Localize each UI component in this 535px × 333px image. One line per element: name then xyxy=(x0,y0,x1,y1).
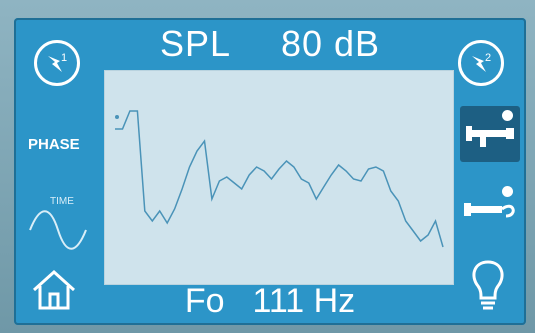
channel-2-button[interactable]: 2 xyxy=(458,40,504,86)
waveform-line xyxy=(115,110,444,248)
probe-1-icon xyxy=(466,126,514,147)
fo-label: Fo xyxy=(184,281,225,320)
spl-value: 80 dB xyxy=(280,23,381,64)
light-bulb-button[interactable] xyxy=(466,258,510,319)
probe-2-button[interactable] xyxy=(460,186,520,230)
channel-1-icon: 1 xyxy=(34,40,80,86)
spl-label: SPL xyxy=(159,23,231,64)
waveform-display xyxy=(104,70,454,285)
probe-2-indicator xyxy=(502,186,513,197)
time-button[interactable] xyxy=(28,200,88,265)
channel-1-button[interactable]: 1 xyxy=(34,40,80,86)
spl-readout: SPL 80 dB xyxy=(14,18,526,70)
svg-text:2: 2 xyxy=(485,52,491,64)
home-icon xyxy=(32,269,76,310)
waveform-start-marker xyxy=(115,115,119,119)
phase-button[interactable]: PHASE xyxy=(28,136,80,153)
svg-text:1: 1 xyxy=(61,52,67,64)
sine-wave-icon xyxy=(29,210,87,250)
channel-2-icon: 2 xyxy=(458,40,504,86)
fo-readout: Fo 111 Hz xyxy=(14,277,526,325)
home-button[interactable] xyxy=(30,268,78,317)
fo-value: 111 Hz xyxy=(252,281,356,320)
time-label: TIME xyxy=(50,196,74,207)
probe-1-indicator xyxy=(502,110,513,121)
light-bulb-icon xyxy=(472,260,504,310)
probe-2-icon xyxy=(464,203,515,218)
waveform-plot xyxy=(115,110,444,248)
probe-1-button[interactable] xyxy=(460,106,520,162)
device-screen: SPL 80 dB 1 2 PHASE TIME xyxy=(14,18,526,325)
